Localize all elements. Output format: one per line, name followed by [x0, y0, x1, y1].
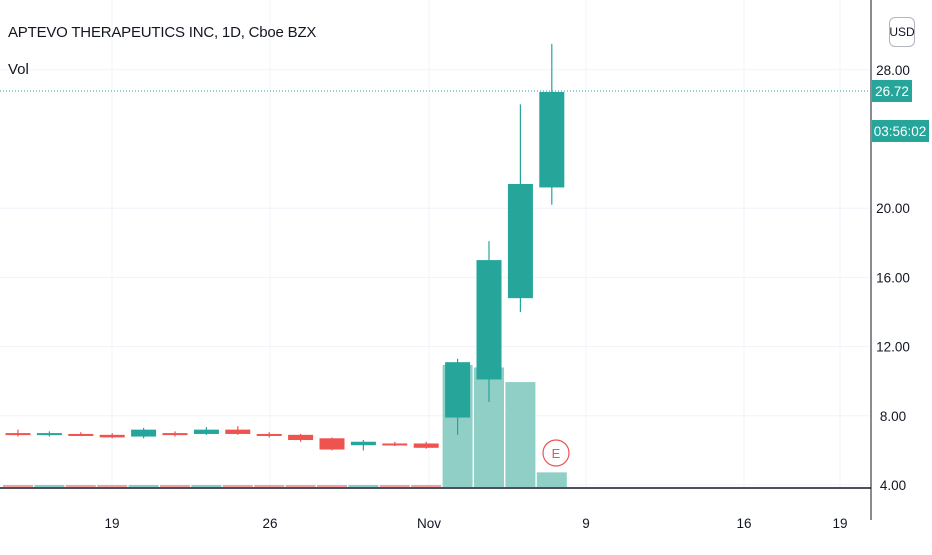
symbol-title: APTEVO THERAPEUTICS INC, 1D, Cboe BZX — [8, 24, 317, 41]
candle-body[interactable] — [319, 438, 345, 450]
candle-body[interactable] — [413, 443, 439, 448]
candle-body[interactable] — [162, 433, 188, 436]
price-tick-label: 28.00 — [876, 63, 910, 78]
time-tick-label: 19 — [832, 516, 847, 531]
earnings-marker-label: E — [552, 446, 561, 461]
last-price-label: 26.72 — [875, 84, 909, 99]
time-tick-label: 9 — [582, 516, 590, 531]
candle-body[interactable] — [507, 183, 533, 299]
candle-body[interactable] — [131, 429, 157, 437]
volume-bar — [65, 485, 96, 487]
candle-body[interactable] — [256, 433, 282, 436]
countdown-badge: 03:56:02 — [872, 120, 929, 142]
volume-bar — [379, 485, 410, 487]
candle-body[interactable] — [99, 434, 125, 438]
candle-body[interactable] — [5, 433, 31, 436]
volume-bar — [3, 485, 33, 487]
volume-bar — [34, 485, 65, 487]
time-tick-label: 26 — [262, 516, 277, 531]
volume-bar — [505, 382, 536, 487]
grid-lines — [0, 0, 870, 487]
price-tick-label: 20.00 — [876, 201, 910, 216]
volume-bar — [97, 485, 128, 487]
time-scale[interactable]: 19 26 Nov 9 16 19 — [104, 516, 847, 531]
candle-body[interactable] — [445, 362, 471, 418]
time-tick-label: 19 — [104, 516, 119, 531]
volume-bar — [317, 485, 347, 487]
volume-bars — [3, 365, 567, 487]
candle-body[interactable] — [193, 429, 219, 434]
volume-bar — [160, 485, 190, 487]
candle-body[interactable] — [476, 260, 502, 380]
volume-legend: Vol — [8, 61, 29, 78]
price-scale[interactable]: 4.00 8.00 12.00 16.00 20.00 28.00 — [876, 63, 910, 493]
volume-bar — [254, 485, 285, 487]
volume-bar — [411, 485, 442, 487]
volume-bar — [536, 472, 567, 487]
candle-body[interactable] — [225, 429, 251, 434]
candles — [5, 43, 565, 451]
candle-body[interactable] — [68, 433, 94, 436]
countdown-label: 03:56:02 — [874, 124, 927, 139]
candle-body[interactable] — [350, 441, 376, 446]
time-tick-label: Nov — [417, 516, 441, 531]
candle-body[interactable] — [288, 434, 314, 441]
currency-button[interactable]: USD — [889, 17, 915, 47]
candle-body[interactable] — [382, 443, 408, 446]
price-tick-label: 12.00 — [876, 340, 910, 355]
volume-bar — [128, 485, 159, 487]
earnings-marker[interactable]: E — [542, 439, 570, 467]
candle-body[interactable] — [539, 91, 565, 188]
price-tick-label: 8.00 — [880, 409, 906, 424]
volume-bar — [348, 485, 379, 487]
candle-body[interactable] — [36, 433, 62, 436]
volume-bar — [222, 485, 253, 487]
price-tick-label: 16.00 — [876, 270, 910, 285]
volume-bar — [191, 485, 222, 487]
time-tick-label: 16 — [736, 516, 751, 531]
last-price-badge: 26.72 — [872, 80, 912, 102]
volume-bar — [285, 485, 316, 487]
price-tick-label: 4.00 — [880, 478, 906, 493]
